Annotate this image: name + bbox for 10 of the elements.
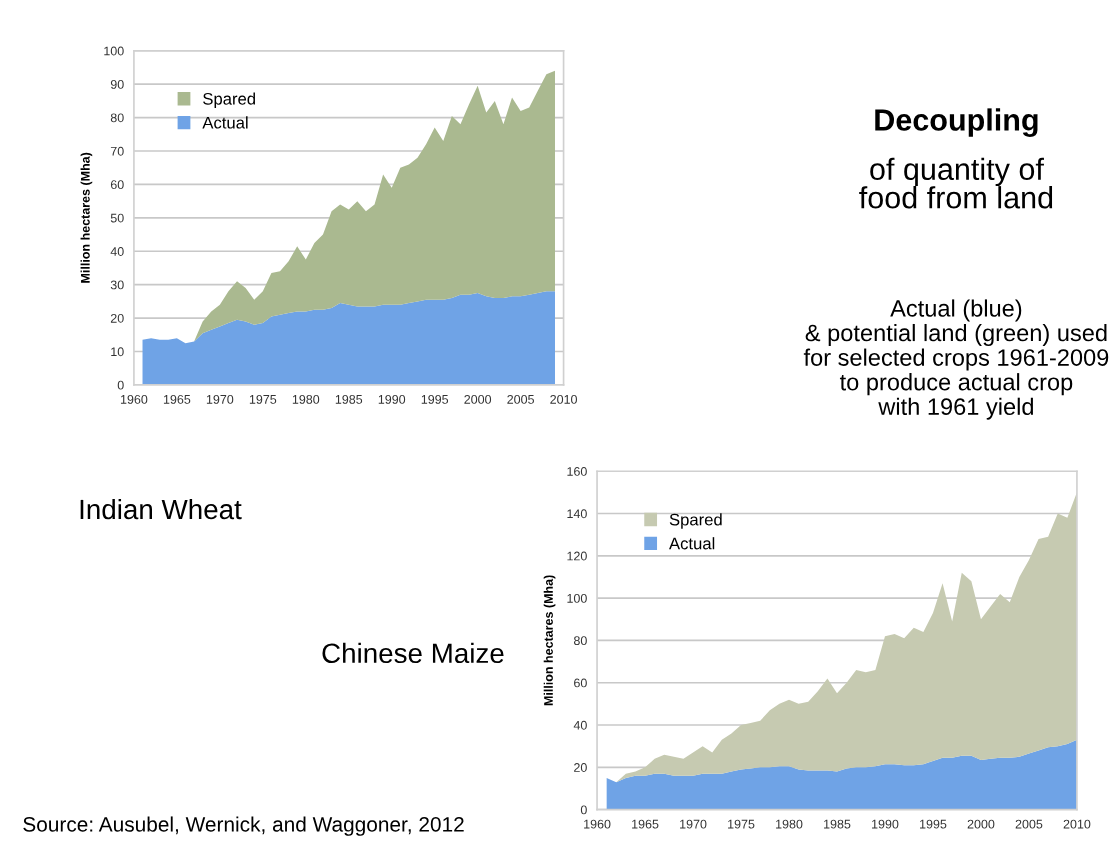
text: Actual (blue) & potential land (green) used for selected crops 1961-2009 to produce actual crop with 1961 yield	[803, 299, 1109, 420]
text: Indian Wheat	[80, 498, 242, 520]
text: Decoupling	[875, 108, 1038, 137]
legend-label: Spared	[203, 92, 255, 109]
text: of quantity of food from land	[859, 157, 1053, 209]
legend-label: Spared	[669, 513, 722, 529]
source-note: Source: Ausubel, Wernick, and Waggoner, 2012	[23, 816, 464, 836]
legend-label: Actual	[669, 537, 715, 550]
legend-label: Actual	[202, 116, 248, 129]
text: Chinese Maize	[322, 642, 504, 664]
